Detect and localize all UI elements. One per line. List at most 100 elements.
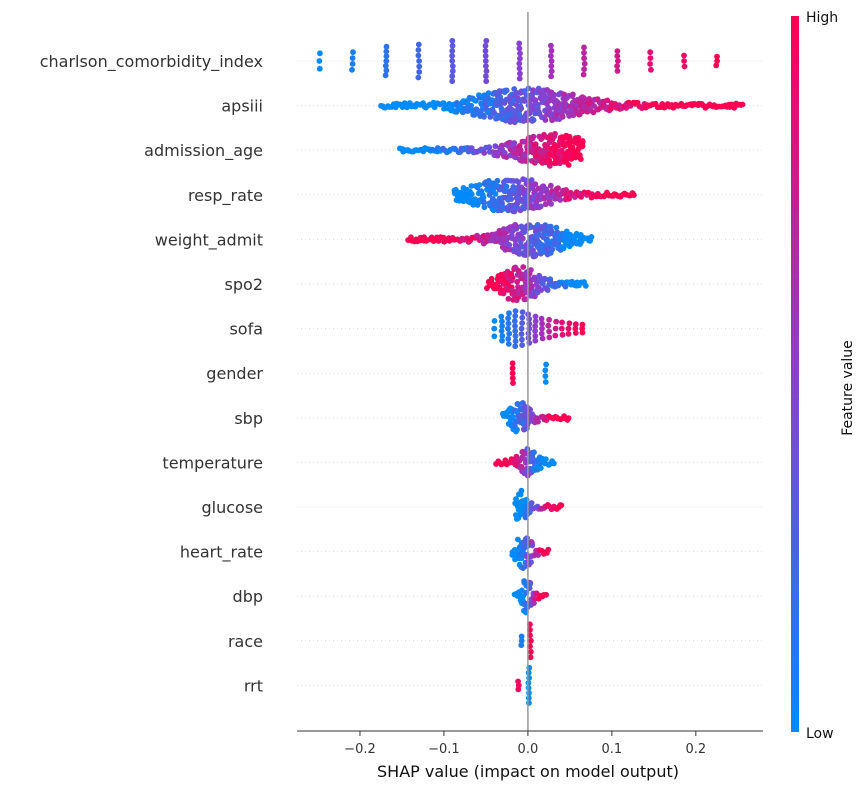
- shap-dot: [518, 463, 525, 470]
- shap-dot: [551, 91, 557, 98]
- shap-dot: [551, 460, 557, 467]
- shap-dot: [546, 316, 552, 323]
- shap-dot: [526, 675, 532, 681]
- shap-dot: [532, 318, 539, 325]
- shap-dot: [494, 177, 501, 184]
- shap-dot: [499, 318, 505, 325]
- shap-dot: [505, 325, 511, 332]
- shap-dot: [383, 58, 390, 64]
- shap-dot: [604, 97, 611, 104]
- shap-dot: [515, 536, 521, 543]
- feature-label-dbp: dbp: [233, 587, 263, 606]
- shap-dot: [514, 426, 520, 433]
- shap-dot: [543, 361, 549, 368]
- shap-dot: [509, 274, 516, 281]
- shap-dot: [472, 97, 479, 104]
- shap-dot: [489, 97, 496, 104]
- shap-dot: [575, 134, 582, 141]
- shap-dot: [579, 138, 586, 144]
- shap-dot: [492, 191, 499, 197]
- x-axis: −0.2 −0.1 0.0 0.1 0.2: [297, 12, 763, 757]
- shap-dot: [578, 194, 584, 200]
- feature-row-heart_rate: [509, 535, 552, 571]
- shap-dot: [349, 66, 355, 73]
- feature-label-spo2: spo2: [225, 275, 263, 294]
- shap-dot: [519, 235, 526, 242]
- shap-dot: [512, 328, 519, 334]
- shap-dot: [535, 101, 541, 108]
- shap-dot: [572, 330, 579, 336]
- shap-dot: [529, 283, 535, 290]
- shap-dot: [581, 49, 587, 56]
- shap-dot: [518, 105, 525, 112]
- shap-dot: [509, 365, 516, 372]
- shap-dot: [543, 591, 549, 598]
- feature-row-sofa: [491, 308, 586, 350]
- feature-row-gender: [509, 360, 549, 386]
- shap-dot: [512, 343, 519, 350]
- shap-dot: [521, 98, 528, 104]
- shap-dot: [483, 78, 490, 85]
- x-tick-label: −0.1: [428, 742, 460, 757]
- shap-dot: [546, 334, 553, 341]
- shap-dot: [581, 55, 587, 62]
- shap-dot: [557, 197, 564, 203]
- shap-dot: [518, 642, 525, 649]
- feature-label-weight_admit: weight_admit: [155, 230, 263, 250]
- feature-row-rrt: [515, 664, 533, 706]
- shap-dot: [468, 191, 475, 198]
- shap-dot: [449, 48, 456, 54]
- shap-dot: [498, 313, 505, 320]
- shap-dot: [531, 449, 537, 456]
- shap-dot: [488, 275, 495, 282]
- shap-dot: [545, 322, 552, 329]
- shap-dot: [520, 186, 527, 193]
- shap-dot: [449, 63, 456, 69]
- feature-row-sbp: [500, 400, 572, 435]
- shap-dot: [580, 71, 587, 78]
- shap-dot: [549, 246, 556, 253]
- shap-dot: [518, 633, 525, 640]
- shap-dot: [565, 325, 572, 332]
- shap-dot: [454, 100, 460, 106]
- shap-dot: [490, 207, 497, 214]
- shap-dot: [559, 113, 566, 120]
- shap-dot: [528, 637, 534, 644]
- feature-label-gender: gender: [206, 364, 263, 383]
- feature-row-charlson_comorbidity_index: [316, 37, 720, 85]
- shap-dot: [566, 320, 573, 327]
- colorbar-high-label: High: [806, 10, 838, 26]
- shap-dot: [542, 379, 549, 385]
- feature-row-spo2: [484, 264, 589, 304]
- shap-dot: [542, 373, 549, 379]
- shap-dot: [483, 63, 489, 69]
- shap-dot: [481, 150, 488, 156]
- shap-dot: [542, 201, 549, 208]
- shap-dot: [498, 328, 505, 334]
- shap-dot: [581, 66, 587, 73]
- colorbar-title: Feature value: [840, 340, 856, 436]
- shap-dot: [542, 367, 549, 374]
- shap-dot: [519, 320, 525, 326]
- shap-dot: [525, 695, 532, 701]
- shap-dot: [739, 101, 746, 108]
- shap-dot: [538, 315, 545, 322]
- feature-label-heart_rate: heart_rate: [180, 543, 263, 563]
- feature-row-dbp: [511, 578, 549, 616]
- shap-dot: [519, 309, 526, 315]
- shap-dot: [562, 283, 569, 290]
- shap-dot: [507, 119, 514, 125]
- shap-dot: [509, 360, 516, 367]
- shap-dot: [539, 325, 545, 332]
- shap-dot: [416, 58, 422, 64]
- shap-dot: [481, 204, 488, 211]
- shap-dot: [714, 53, 720, 60]
- shap-dot: [517, 491, 524, 498]
- shap-dot: [476, 182, 483, 188]
- shap-dot: [503, 183, 510, 190]
- shap-dot: [499, 200, 505, 206]
- shap-dot: [548, 58, 555, 64]
- shap-dot: [548, 63, 555, 69]
